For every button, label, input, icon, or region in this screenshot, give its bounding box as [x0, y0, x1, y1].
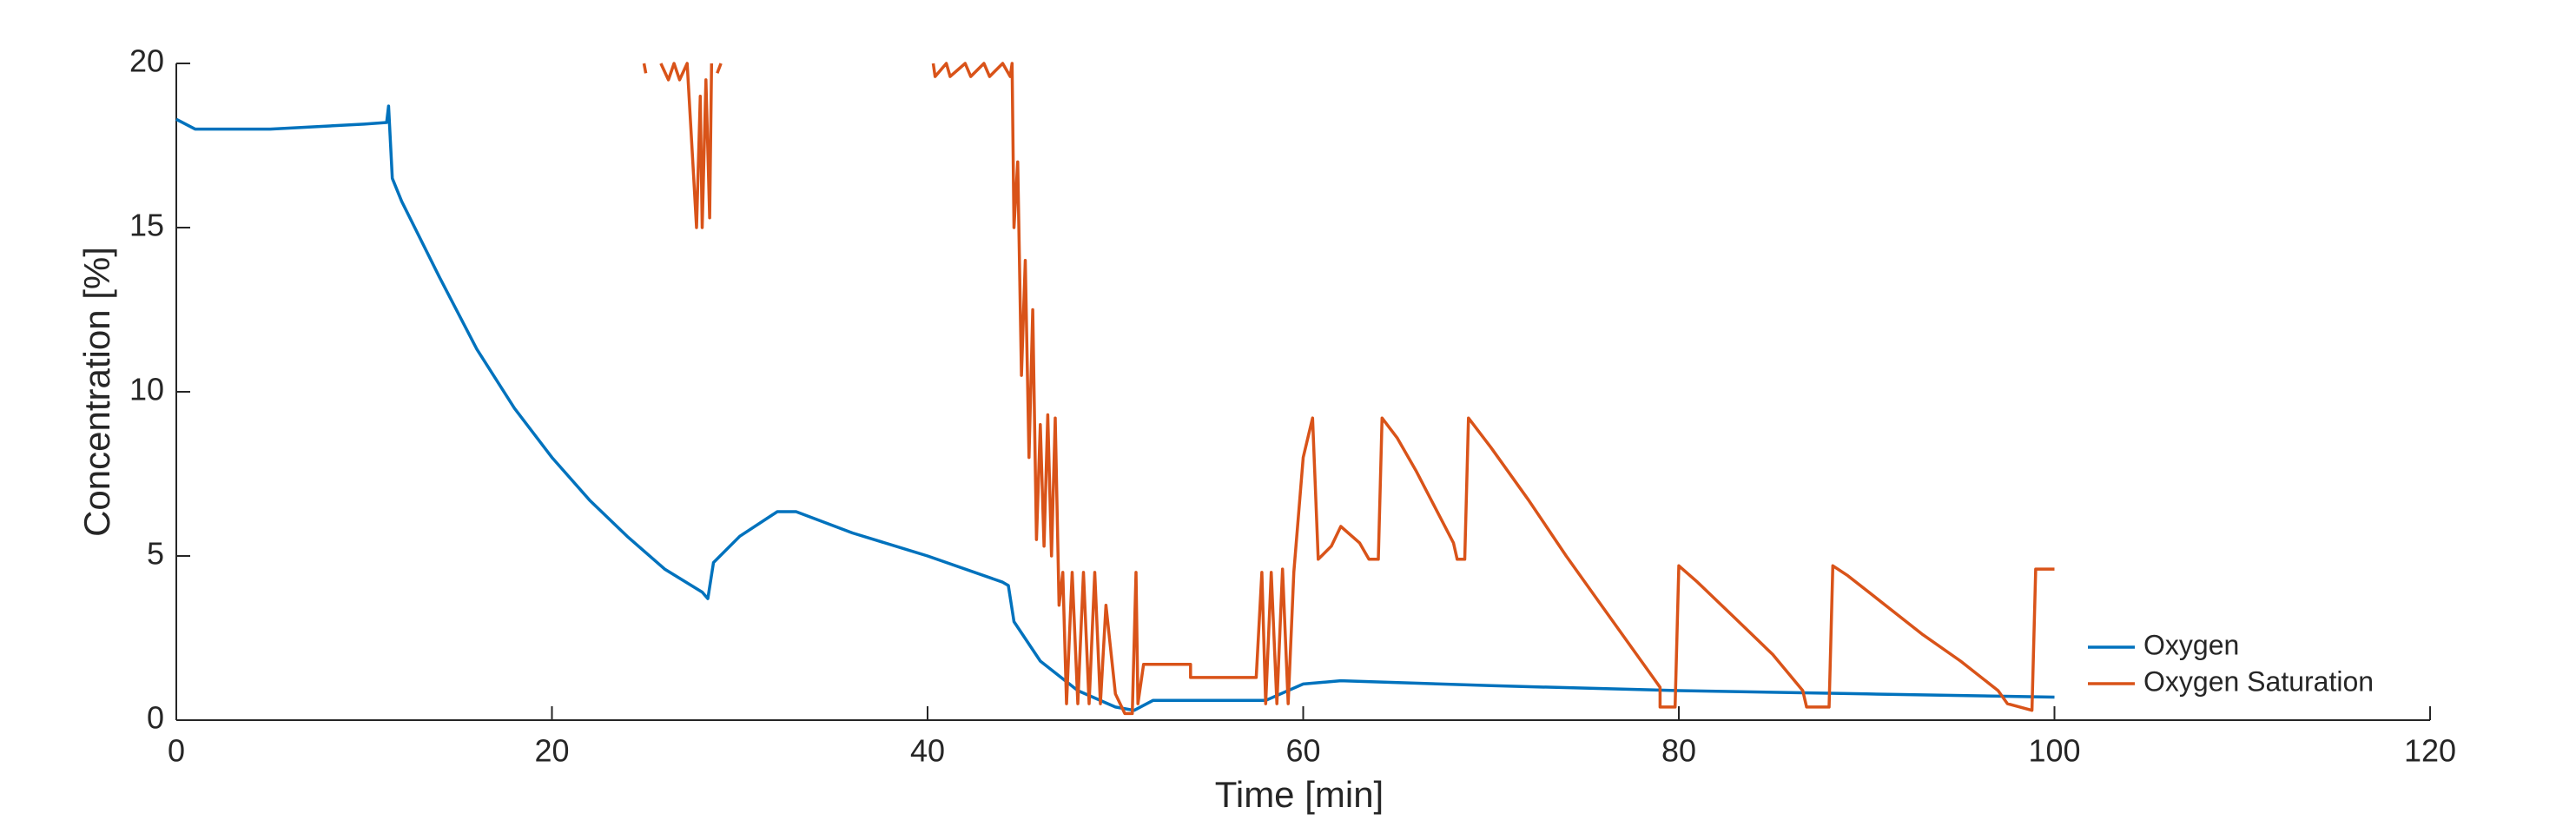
x-tick-label: 20: [534, 733, 569, 769]
x-tick-label: 80: [1661, 733, 1696, 769]
x-tick-label: 60: [1285, 733, 1320, 769]
x-tick-label: 100: [2028, 733, 2080, 769]
x-tick-label: 40: [910, 733, 945, 769]
x-tick-label: 0: [168, 733, 185, 769]
y-tick-label: 10: [129, 372, 164, 407]
y-tick-label: 5: [147, 536, 164, 572]
data-line: [175, 104, 2055, 712]
y-axis-label: Concentration [%]: [76, 247, 117, 537]
x-axis-label: Time [min]: [1215, 774, 1384, 815]
x-tick-label: 120: [2404, 733, 2456, 769]
legend-label: Oxygen: [2143, 629, 2239, 660]
y-tick-label: 15: [129, 208, 164, 243]
data-line: [642, 62, 2055, 716]
y-tick-label: 20: [129, 43, 164, 79]
y-tick-label: 0: [147, 700, 164, 736]
legend-label: Oxygen Saturation: [2143, 665, 2374, 697]
